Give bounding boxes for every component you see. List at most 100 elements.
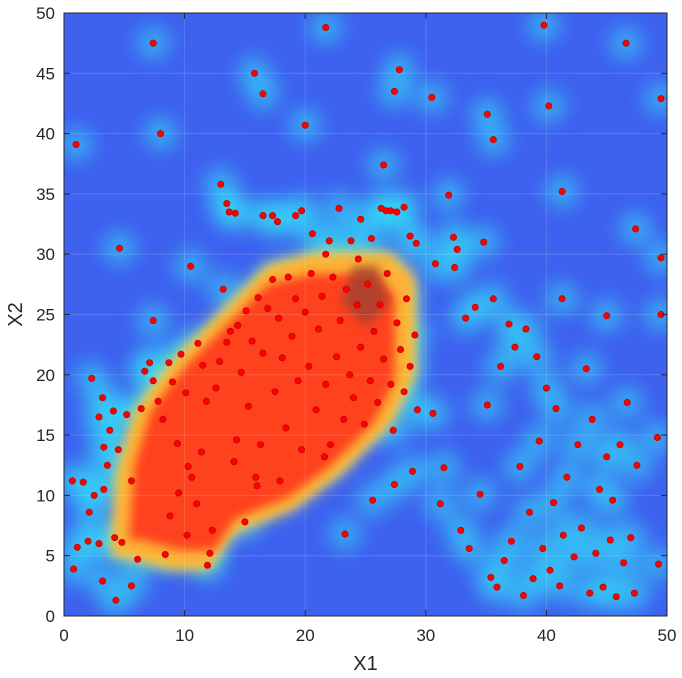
data-point — [237, 368, 245, 376]
data-point — [202, 397, 210, 405]
data-point — [570, 553, 578, 561]
data-point — [252, 473, 260, 481]
density-halo — [641, 547, 667, 582]
data-point — [357, 215, 365, 223]
data-point — [445, 191, 453, 199]
data-point — [533, 353, 541, 361]
data-point — [387, 207, 395, 215]
data-point — [606, 536, 614, 544]
data-point — [539, 544, 547, 552]
data-point — [149, 39, 157, 47]
x-axis-ticks: 0 10 20 30 40 50 — [59, 13, 676, 645]
data-point — [364, 280, 372, 288]
data-point — [282, 424, 290, 432]
data-point — [254, 294, 262, 302]
data-point — [529, 575, 537, 583]
data-point — [519, 591, 527, 599]
data-point — [219, 285, 227, 293]
data-point — [412, 239, 420, 247]
data-point — [90, 491, 98, 499]
data-point — [599, 583, 607, 591]
data-point — [137, 405, 145, 413]
data-point — [100, 443, 108, 451]
data-point — [223, 338, 231, 346]
data-point — [188, 473, 196, 481]
data-point — [234, 321, 242, 329]
data-point — [99, 577, 107, 585]
data-point — [198, 448, 206, 456]
y-tick-label: 25 — [36, 306, 55, 325]
data-point — [106, 426, 114, 434]
data-point — [99, 394, 107, 402]
data-point — [269, 275, 277, 283]
data-point — [400, 203, 408, 211]
data-point — [314, 325, 322, 333]
data-point — [493, 583, 501, 591]
data-point — [253, 482, 261, 490]
data-point — [259, 349, 267, 357]
data-point — [288, 332, 296, 340]
data-point — [522, 325, 530, 333]
y-tick-label: 10 — [36, 486, 55, 505]
data-point — [118, 538, 126, 546]
data-point — [70, 565, 78, 573]
data-point — [406, 362, 414, 370]
y-tick-label: 20 — [36, 366, 55, 385]
data-point — [489, 295, 497, 303]
data-point — [354, 255, 362, 263]
data-point — [462, 314, 470, 322]
data-point — [73, 543, 81, 551]
y-tick-label: 45 — [36, 64, 55, 83]
y-tick-label: 5 — [46, 547, 55, 566]
data-point — [451, 263, 459, 271]
data-point — [248, 337, 256, 345]
data-point — [374, 398, 382, 406]
data-point — [349, 394, 357, 402]
data-point — [616, 441, 624, 449]
data-point — [177, 350, 185, 358]
data-point — [436, 500, 444, 508]
data-point — [134, 555, 142, 563]
data-point — [395, 66, 403, 74]
data-point — [402, 295, 410, 303]
data-point — [298, 446, 306, 454]
data-point — [154, 397, 162, 405]
data-point — [206, 549, 214, 557]
data-point — [322, 23, 330, 31]
data-point — [340, 415, 348, 423]
data-point — [449, 233, 457, 241]
data-point — [393, 208, 401, 216]
data-point — [194, 339, 202, 347]
data-point — [346, 371, 354, 379]
data-point — [408, 467, 416, 475]
y-tick-label: 40 — [36, 125, 55, 144]
data-point — [620, 559, 628, 567]
data-point — [483, 110, 491, 118]
data-point — [320, 453, 328, 461]
data-point — [360, 420, 368, 428]
data-point — [542, 384, 550, 392]
x-tick-label: 10 — [175, 626, 194, 645]
density-halo — [643, 240, 667, 275]
data-point — [231, 209, 239, 217]
data-point — [428, 93, 436, 101]
data-point — [100, 485, 108, 493]
data-point — [633, 461, 641, 469]
data-point — [592, 549, 600, 557]
data-point — [525, 508, 533, 516]
data-point — [465, 544, 473, 552]
data-point — [389, 426, 397, 434]
y-tick-label: 35 — [36, 185, 55, 204]
density-halo — [643, 81, 667, 116]
data-point — [109, 407, 117, 415]
data-point — [72, 141, 80, 149]
data-point — [95, 413, 103, 421]
y-axis-ticks: 0 5 10 15 20 25 30 35 40 45 50 — [36, 4, 667, 626]
data-point — [318, 292, 326, 300]
density-halo — [640, 420, 667, 455]
data-point — [182, 389, 190, 397]
x-tick-label: 50 — [658, 626, 677, 645]
data-point — [471, 303, 479, 311]
data-point — [489, 136, 497, 144]
